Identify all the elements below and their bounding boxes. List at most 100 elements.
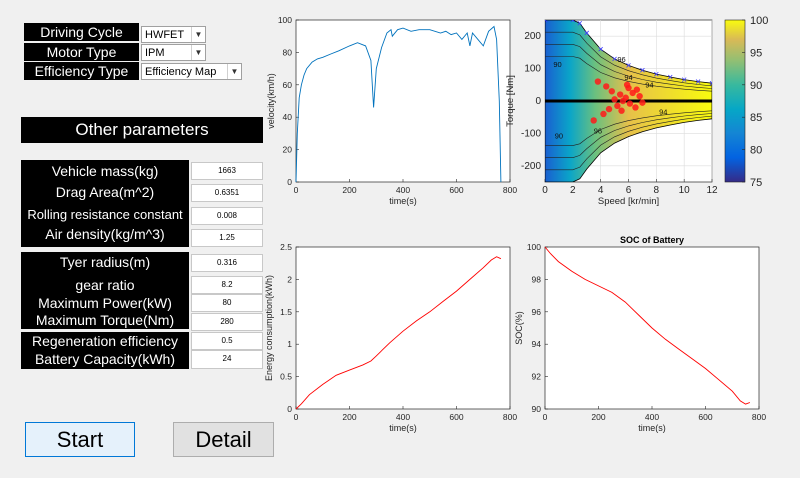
x-axis-label: time(s) xyxy=(389,423,417,433)
energy-chart: 0 200 400 600 800 0 0.5 1 1.5 2 2.5 time(s) Energy c… xyxy=(264,242,517,433)
motor-type-select[interactable]: IPM ▼ xyxy=(141,44,206,61)
operating-point xyxy=(608,88,615,95)
contour-label: 96 xyxy=(594,126,602,135)
x-tick-label: 0 xyxy=(543,412,548,422)
detail-button[interactable]: Detail xyxy=(173,422,274,457)
params-group-2 xyxy=(21,252,189,329)
rolling-resistance-field[interactable]: 0.008 xyxy=(191,207,263,225)
y-tick-label: 20 xyxy=(283,145,293,155)
x-tick-label: 0 xyxy=(294,412,299,422)
boundary-marker xyxy=(584,30,590,36)
x-axis-label: time(s) xyxy=(638,423,666,433)
x-axis-label: Speed [kr/min] xyxy=(598,196,659,207)
y-tick-label: 0 xyxy=(287,404,292,414)
plot-area xyxy=(295,19,511,183)
series-line xyxy=(295,256,502,410)
y-tick-label: 100 xyxy=(524,64,541,75)
battery-capacity-field[interactable]: 24 xyxy=(191,350,263,369)
contour-label: 94 xyxy=(659,108,667,117)
y-axis-label: Energy consumption(kWh) xyxy=(264,275,274,381)
driving-cycle-select[interactable]: HWFET ▼ xyxy=(141,26,206,43)
efficiency-type-label: Efficiency Type xyxy=(24,62,139,80)
operating-point xyxy=(639,99,646,106)
y-tick-label: 0.5 xyxy=(280,372,292,382)
boundary-marker xyxy=(667,74,673,80)
chevron-down-icon: ▼ xyxy=(191,27,205,42)
tyre-radius-field[interactable]: 0.316 xyxy=(191,254,263,272)
colorbar-tick-label: 85 xyxy=(750,112,762,124)
gear-ratio-label: gear ratio xyxy=(75,277,135,293)
operating-point xyxy=(603,83,610,90)
air-density-label: Air density(kg/m^3) xyxy=(45,226,165,242)
x-tick-label: 400 xyxy=(396,185,410,195)
drag-area-field[interactable]: 0.6351 xyxy=(191,184,263,202)
x-tick-label: 400 xyxy=(645,412,659,422)
contour-line xyxy=(545,56,712,92)
x-tick-label: 0 xyxy=(294,185,299,195)
x-tick-label: 200 xyxy=(591,412,605,422)
x-tick-label: 800 xyxy=(503,412,517,422)
y-tick-label: 2 xyxy=(287,274,292,284)
boundary-marker xyxy=(709,80,712,86)
y-tick-label: 94 xyxy=(532,339,542,349)
colorbar-tick-label: 100 xyxy=(750,15,768,27)
y-axis-label: velocity(km/h) xyxy=(266,73,276,129)
contour-label: 94 xyxy=(624,73,632,82)
efficiency-map-fill-group xyxy=(545,20,712,182)
operating-point xyxy=(611,96,618,103)
operating-point xyxy=(616,91,624,98)
max-power-label: Maximum Power(kW) xyxy=(38,295,172,311)
colorbar-tick-label: 95 xyxy=(750,47,762,59)
operating-point xyxy=(614,102,621,110)
efficiency-type-select[interactable]: Efficiency Map ▼ xyxy=(141,63,242,80)
regen-efficiency-field[interactable]: 0.5 xyxy=(191,332,263,350)
y-tick-label: 60 xyxy=(283,80,293,90)
x-tick-label: 600 xyxy=(449,185,463,195)
x-tick-label: 4 xyxy=(598,185,604,196)
y-axis-label: Torque [Nm] xyxy=(505,75,516,127)
regen-efficiency-label: Regeneration efficiency xyxy=(31,333,179,349)
x-tick-label: 0 xyxy=(542,185,548,196)
operating-point xyxy=(632,104,639,111)
max-power-field[interactable]: 80 xyxy=(191,294,263,312)
tyre-radius-label: Tyer radius(m) xyxy=(59,254,151,270)
rolling-resistance-label: Rolling resistance constant xyxy=(27,207,183,222)
contour-line xyxy=(545,110,712,146)
boundary-marker xyxy=(612,56,617,62)
y-tick-label: 200 xyxy=(524,31,541,42)
boundary-marker xyxy=(695,79,701,84)
y-tick-label: 98 xyxy=(532,274,542,284)
vehicle-mass-field[interactable]: 1663 xyxy=(191,162,263,180)
boundary-marker xyxy=(626,63,631,68)
y-tick-label: 80 xyxy=(283,47,293,57)
params-group-3 xyxy=(21,332,189,369)
operating-point xyxy=(590,117,597,124)
y-tick-label: 40 xyxy=(283,112,293,122)
x-tick-label: 10 xyxy=(679,185,691,196)
max-torque-label: Maximum Torque(Nm) xyxy=(35,312,175,328)
x-tick-label: 200 xyxy=(342,412,356,422)
drag-area-label: Drag Area(m^2) xyxy=(55,184,155,200)
boundary-marker xyxy=(577,20,583,26)
y-tick-label: 92 xyxy=(532,372,542,382)
boundary-marker xyxy=(598,46,603,52)
velocity-chart: 0 200 400 600 800 0 20 40 60 80 100 time(s) velocity… xyxy=(266,15,517,206)
x-tick-label: 600 xyxy=(449,412,463,422)
air-density-field[interactable]: 1.25 xyxy=(191,229,263,247)
motor-type-label: Motor Type xyxy=(24,43,139,61)
max-torque-field[interactable]: 280 xyxy=(191,313,263,331)
contour-line xyxy=(545,31,712,87)
start-button[interactable]: Start xyxy=(25,422,135,457)
boundary-marker xyxy=(640,67,645,73)
y-tick-label: 2.5 xyxy=(280,242,292,252)
operating-point xyxy=(605,105,613,113)
x-tick-label: 6 xyxy=(626,185,632,196)
y-axis-label: SOC(%) xyxy=(514,311,524,345)
y-tick-label: 1.5 xyxy=(280,307,292,317)
contour-line xyxy=(545,43,712,89)
y-tick-label: -100 xyxy=(521,128,541,139)
driving-cycle-label: Driving Cycle xyxy=(24,23,139,41)
y-tick-label: 1 xyxy=(287,339,292,349)
gear-ratio-field[interactable]: 8.2 xyxy=(191,276,263,294)
